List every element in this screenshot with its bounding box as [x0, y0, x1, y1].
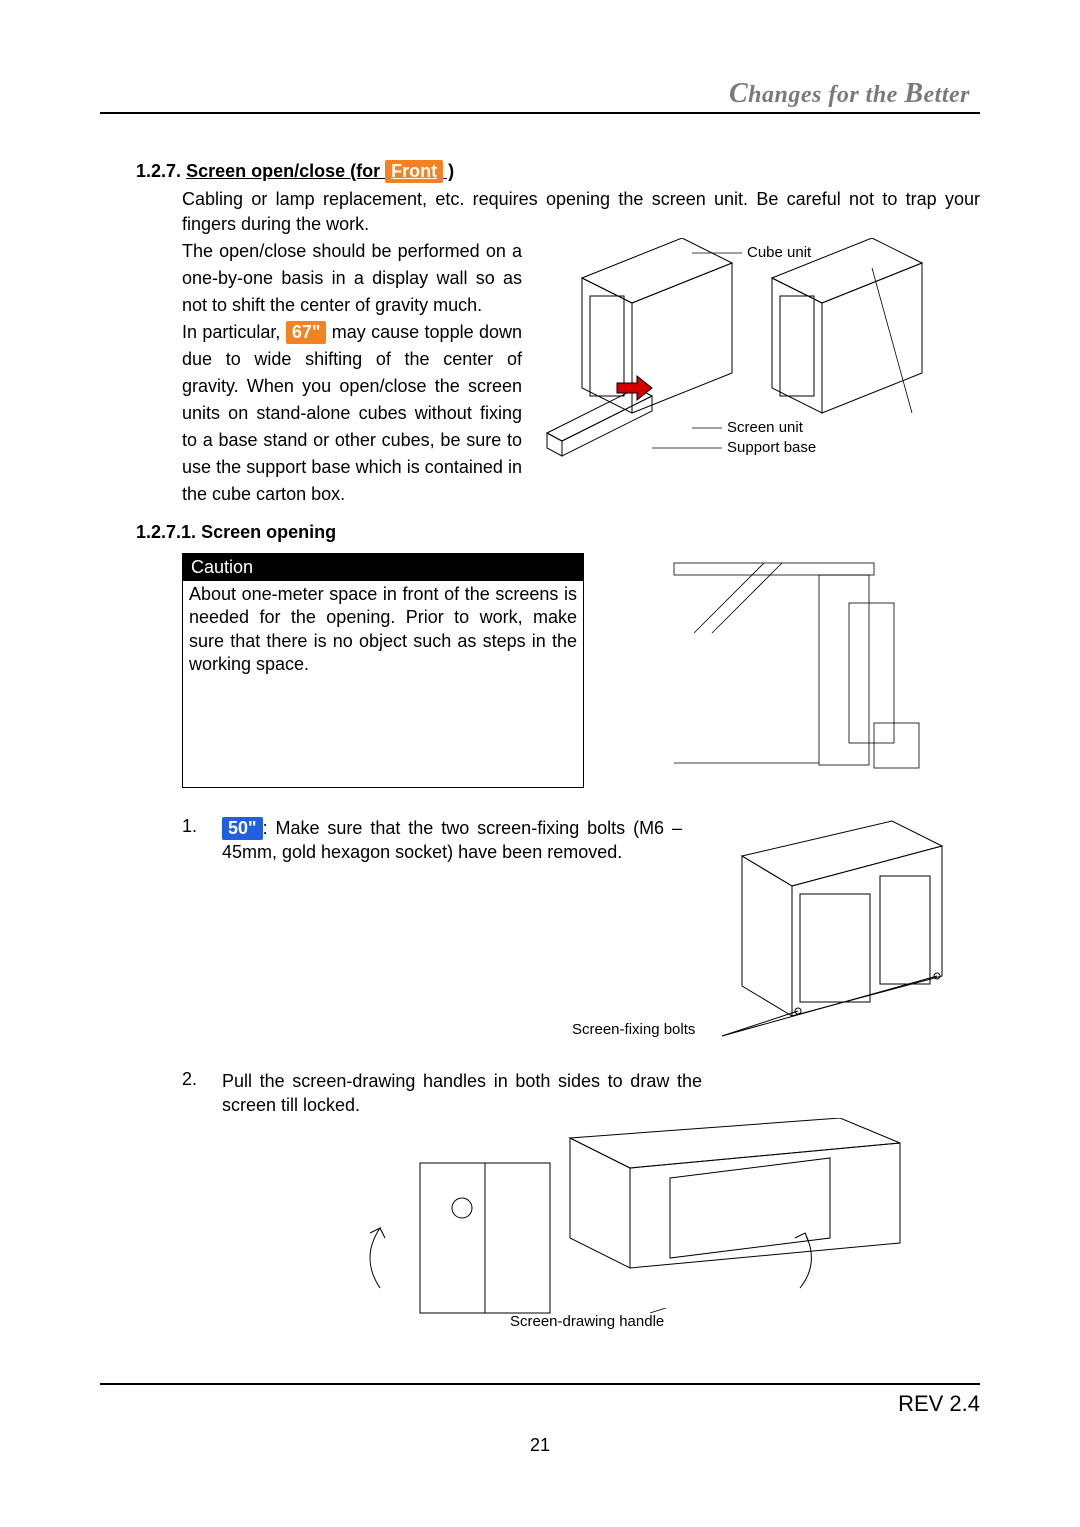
fig-step2-svg	[240, 1118, 940, 1338]
heading-1271: 1.2.7.1. Screen opening	[136, 522, 980, 543]
step1-body: 50": Make sure that the two screen-fixin…	[222, 816, 702, 1051]
secnum-1271: 1.2.7.1.	[136, 522, 196, 542]
title-1271: Screen opening	[201, 522, 336, 542]
heading-127: 1.2.7. Screen open/close (for Front )	[136, 160, 980, 183]
intro-para: Cabling or lamp replacement, etc. requir…	[182, 187, 980, 236]
page-number: 21	[100, 1435, 980, 1456]
fig1-svg: Cube unit Screen unit Support base	[542, 238, 962, 488]
fig-step1-svg	[702, 816, 962, 1046]
label-support-base: Support base	[727, 439, 816, 456]
slogan-b: B	[904, 78, 923, 109]
col-text-127: The open/close should be performed on a …	[182, 238, 522, 508]
figure-swing-open	[624, 553, 980, 788]
step-2: 2. Pull the screen-drawing handles in bo…	[182, 1069, 980, 1118]
step2-body: Pull the screen-drawing handles in both …	[222, 1069, 722, 1118]
fig-swing-svg	[624, 553, 924, 783]
title-127-post: )	[443, 161, 454, 181]
caution-box: Caution About one-meter space in front o…	[182, 553, 584, 788]
step1-text: : Make sure that the two screen-fixing b…	[222, 818, 682, 862]
badge-50: 50"	[222, 817, 263, 840]
step2-leader	[240, 1308, 940, 1328]
secnum-127: 1.2.7.	[136, 161, 181, 181]
slogan-c: C	[729, 78, 748, 109]
label-cube-unit: Cube unit	[747, 244, 812, 261]
label-screen-unit: Screen unit	[727, 419, 804, 436]
top-divider	[100, 112, 980, 114]
step-1: 1. 50": Make sure that the two screen-fi…	[182, 816, 980, 1051]
caution-row: Caution About one-meter space in front o…	[182, 553, 980, 788]
header-slogan: Changes for the Better	[729, 78, 970, 110]
bottom-divider	[100, 1383, 980, 1385]
step1-num: 1.	[182, 816, 222, 1051]
para2-part2b: may cause topple down due to wide shifti…	[182, 322, 522, 504]
para2-part2a: In particular,	[182, 322, 286, 342]
caution-body: About one-meter space in front of the sc…	[183, 581, 583, 681]
badge-front: Front	[385, 160, 443, 183]
figure-cube-units: Cube unit Screen unit Support base	[542, 238, 980, 508]
para2-part1: The open/close should be performed on a …	[182, 241, 522, 315]
figure-fixing-bolts: Screen-fixing bolts	[702, 816, 962, 1051]
page: Changes for the Better 1.2.7. Screen ope…	[0, 0, 1080, 1496]
step2-num: 2.	[182, 1069, 222, 1118]
two-col-127: The open/close should be performed on a …	[182, 238, 980, 508]
badge-67: 67"	[286, 321, 327, 344]
step1-callout: Screen-fixing bolts	[572, 1021, 695, 1038]
content: 1.2.7. Screen open/close (for Front ) Ca…	[100, 160, 980, 1456]
figure-drawing-handle: Screen-drawing handle	[240, 1118, 980, 1343]
caution-head: Caution	[183, 554, 583, 581]
rev-label: REV 2.4	[100, 1391, 980, 1417]
title-127-pre: Screen open/close (for	[186, 161, 385, 181]
slogan-text2: etter	[924, 82, 970, 108]
slogan-text1: hanges for the	[748, 82, 904, 108]
